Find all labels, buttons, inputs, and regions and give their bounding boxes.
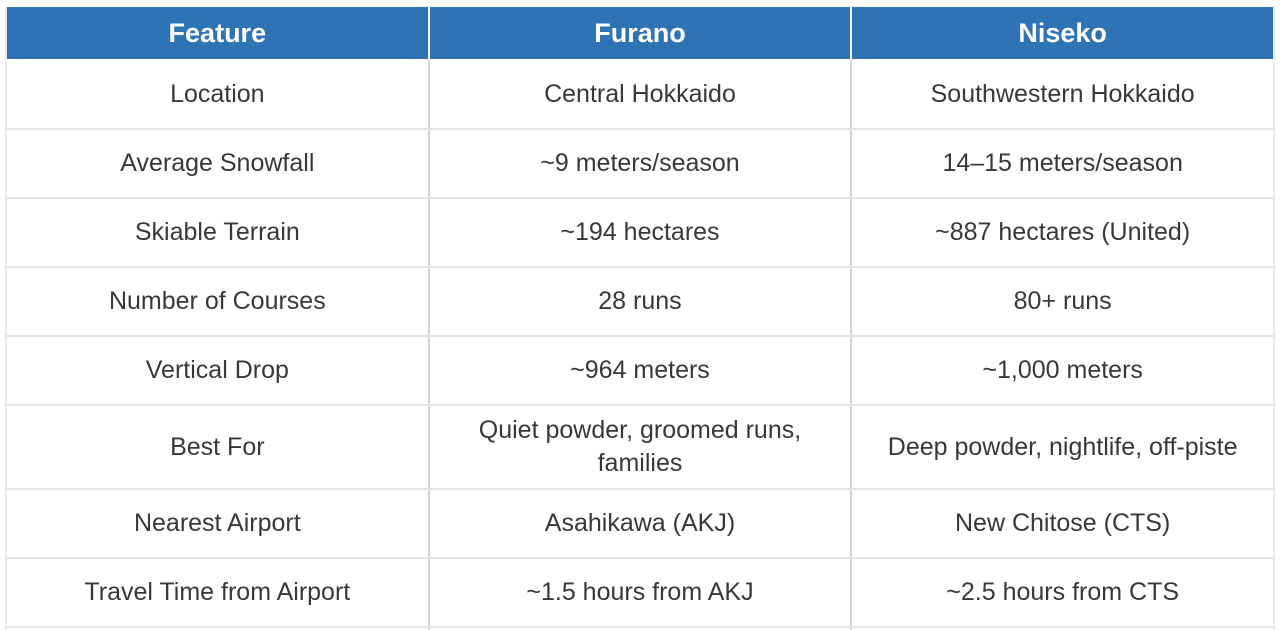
furano-cell: ~9 meters/season xyxy=(427,128,853,199)
niseko-cell: ~1,000 meters xyxy=(850,335,1275,406)
table-row: Location Central Hokkaido Southwestern H… xyxy=(5,59,1275,130)
table-row: Travel Time from Airport ~1.5 hours from… xyxy=(5,557,1275,628)
header-row: Feature Furano Niseko xyxy=(5,5,1275,61)
feature-cell: English Friendly xyxy=(5,626,430,630)
table-header: Feature Furano Niseko xyxy=(5,5,1275,61)
table-row: Vertical Drop ~964 meters ~1,000 meters xyxy=(5,335,1275,406)
table-row: Average Snowfall ~9 meters/season 14–15 … xyxy=(5,128,1275,199)
furano-cell: ~964 meters xyxy=(427,335,853,406)
furano-cell: 28 runs xyxy=(427,266,853,337)
column-header-niseko: Niseko xyxy=(850,5,1275,61)
feature-cell: Best For xyxy=(5,404,430,490)
furano-cell: Central Hokkaido xyxy=(427,59,853,130)
table-row: Best For Quiet powder, groomed runs, fam… xyxy=(5,404,1275,490)
niseko-cell: Very high xyxy=(850,626,1275,630)
feature-cell: Number of Courses xyxy=(5,266,430,337)
niseko-cell: ~2.5 hours from CTS xyxy=(850,557,1275,628)
niseko-cell: Southwestern Hokkaido xyxy=(850,59,1275,130)
niseko-cell: 80+ runs xyxy=(850,266,1275,337)
ski-resort-comparison-table: Feature Furano Niseko Location Central H… xyxy=(5,5,1275,630)
furano-cell: ~194 hectares xyxy=(427,197,853,268)
furano-cell: Low to moderate xyxy=(427,626,853,630)
table-body: Location Central Hokkaido Southwestern H… xyxy=(5,59,1275,630)
niseko-cell: 14–15 meters/season xyxy=(850,128,1275,199)
feature-cell: Travel Time from Airport xyxy=(5,557,430,628)
niseko-cell: ~887 hectares (United) xyxy=(850,197,1275,268)
feature-cell: Vertical Drop xyxy=(5,335,430,406)
table-row: English Friendly Low to moderate Very hi… xyxy=(5,626,1275,630)
table-row: Skiable Terrain ~194 hectares ~887 hecta… xyxy=(5,197,1275,268)
furano-cell: ~1.5 hours from AKJ xyxy=(427,557,853,628)
column-header-furano: Furano xyxy=(427,5,853,61)
column-header-feature: Feature xyxy=(5,5,430,61)
furano-cell: Asahikawa (AKJ) xyxy=(427,488,853,559)
furano-cell: Quiet powder, groomed runs, families xyxy=(427,404,853,490)
feature-cell: Average Snowfall xyxy=(5,128,430,199)
table-row: Number of Courses 28 runs 80+ runs xyxy=(5,266,1275,337)
table-row: Nearest Airport Asahikawa (AKJ) New Chit… xyxy=(5,488,1275,559)
niseko-cell: New Chitose (CTS) xyxy=(850,488,1275,559)
feature-cell: Nearest Airport xyxy=(5,488,430,559)
feature-cell: Location xyxy=(5,59,430,130)
feature-cell: Skiable Terrain xyxy=(5,197,430,268)
niseko-cell: Deep powder, nightlife, off-piste xyxy=(850,404,1275,490)
